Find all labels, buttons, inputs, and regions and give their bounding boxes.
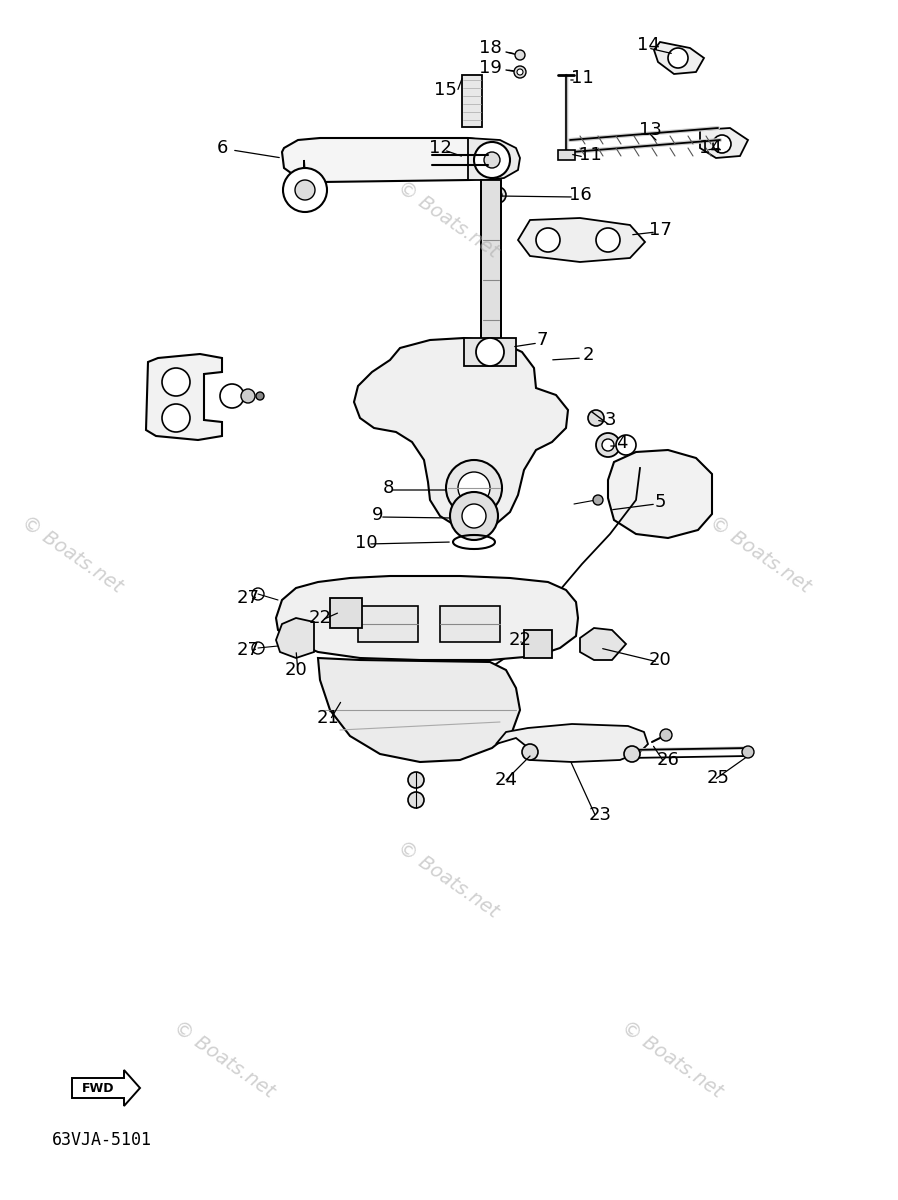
Circle shape <box>536 228 560 252</box>
Text: 11: 11 <box>578 146 602 164</box>
Circle shape <box>241 389 255 403</box>
Text: 12: 12 <box>428 139 452 157</box>
Text: 26: 26 <box>656 751 680 769</box>
Text: 27: 27 <box>236 641 260 659</box>
Circle shape <box>252 588 264 600</box>
Polygon shape <box>354 338 568 528</box>
Circle shape <box>220 384 244 408</box>
Circle shape <box>162 404 190 432</box>
Text: 11: 11 <box>570 68 594 86</box>
Text: © Boats.net: © Boats.net <box>618 1018 726 1102</box>
Polygon shape <box>496 724 648 762</box>
Text: 15: 15 <box>434 80 456 98</box>
Bar <box>440 606 500 642</box>
Text: 2: 2 <box>582 346 594 364</box>
Polygon shape <box>518 218 645 262</box>
Text: © Boats.net: © Boats.net <box>394 838 502 922</box>
Polygon shape <box>700 128 748 158</box>
Circle shape <box>517 68 523 74</box>
Text: 22: 22 <box>508 631 532 649</box>
Bar <box>464 338 516 366</box>
Polygon shape <box>72 1070 140 1106</box>
Circle shape <box>616 434 636 455</box>
Circle shape <box>162 368 190 396</box>
Text: 21: 21 <box>317 709 339 727</box>
Polygon shape <box>318 658 520 762</box>
Text: 3: 3 <box>604 410 616 428</box>
Text: 4: 4 <box>616 434 628 452</box>
Polygon shape <box>558 150 575 160</box>
Text: © Boats.net: © Boats.net <box>18 514 127 596</box>
Text: 13: 13 <box>638 121 662 139</box>
Circle shape <box>476 338 504 366</box>
Polygon shape <box>468 138 520 180</box>
Circle shape <box>668 48 688 68</box>
Text: 7: 7 <box>536 331 548 349</box>
Circle shape <box>596 433 620 457</box>
Circle shape <box>490 187 506 203</box>
Text: FWD: FWD <box>82 1081 114 1094</box>
Polygon shape <box>276 576 578 660</box>
Circle shape <box>660 728 672 740</box>
Bar <box>330 598 362 628</box>
Circle shape <box>514 66 526 78</box>
Text: 8: 8 <box>383 479 393 497</box>
Polygon shape <box>146 354 222 440</box>
Circle shape <box>494 191 502 199</box>
Bar <box>481 180 501 350</box>
Text: 14: 14 <box>637 36 659 54</box>
Text: 18: 18 <box>479 38 501 56</box>
Circle shape <box>462 504 486 528</box>
Polygon shape <box>282 138 510 182</box>
Polygon shape <box>276 618 314 658</box>
Circle shape <box>742 746 754 758</box>
Text: 27: 27 <box>236 589 260 607</box>
Circle shape <box>624 746 640 762</box>
Text: 25: 25 <box>707 769 729 787</box>
Circle shape <box>256 392 264 400</box>
Text: 20: 20 <box>648 650 672 670</box>
Text: 19: 19 <box>479 59 501 77</box>
Text: 5: 5 <box>655 493 665 511</box>
Text: © Boats.net: © Boats.net <box>706 514 814 596</box>
Text: 9: 9 <box>373 506 383 524</box>
Circle shape <box>446 460 502 516</box>
Text: 14: 14 <box>699 139 721 157</box>
Polygon shape <box>288 160 324 210</box>
Circle shape <box>252 642 264 654</box>
Circle shape <box>408 772 424 788</box>
Circle shape <box>458 472 490 504</box>
Circle shape <box>602 439 614 451</box>
Text: 63VJA-5101: 63VJA-5101 <box>52 1130 152 1150</box>
Circle shape <box>450 492 498 540</box>
Bar <box>462 74 482 127</box>
Text: 17: 17 <box>648 221 672 239</box>
Polygon shape <box>580 628 626 660</box>
Circle shape <box>713 134 731 152</box>
Polygon shape <box>608 450 712 538</box>
Bar <box>358 606 418 642</box>
Polygon shape <box>654 42 704 74</box>
Circle shape <box>474 142 510 178</box>
Circle shape <box>596 228 620 252</box>
Circle shape <box>295 180 315 200</box>
Circle shape <box>588 410 604 426</box>
Text: 10: 10 <box>355 534 377 552</box>
Text: © Boats.net: © Boats.net <box>394 178 502 262</box>
Text: 24: 24 <box>495 770 517 790</box>
Circle shape <box>515 50 525 60</box>
Text: © Boats.net: © Boats.net <box>170 1018 278 1102</box>
Circle shape <box>283 168 327 212</box>
Text: 22: 22 <box>309 608 331 626</box>
Text: 23: 23 <box>588 806 612 824</box>
Text: 6: 6 <box>216 139 228 157</box>
Bar <box>524 630 552 658</box>
Text: 20: 20 <box>285 661 307 679</box>
Text: 16: 16 <box>568 186 592 204</box>
Circle shape <box>484 152 500 168</box>
Circle shape <box>408 792 424 808</box>
Circle shape <box>522 744 538 760</box>
Circle shape <box>593 494 603 505</box>
